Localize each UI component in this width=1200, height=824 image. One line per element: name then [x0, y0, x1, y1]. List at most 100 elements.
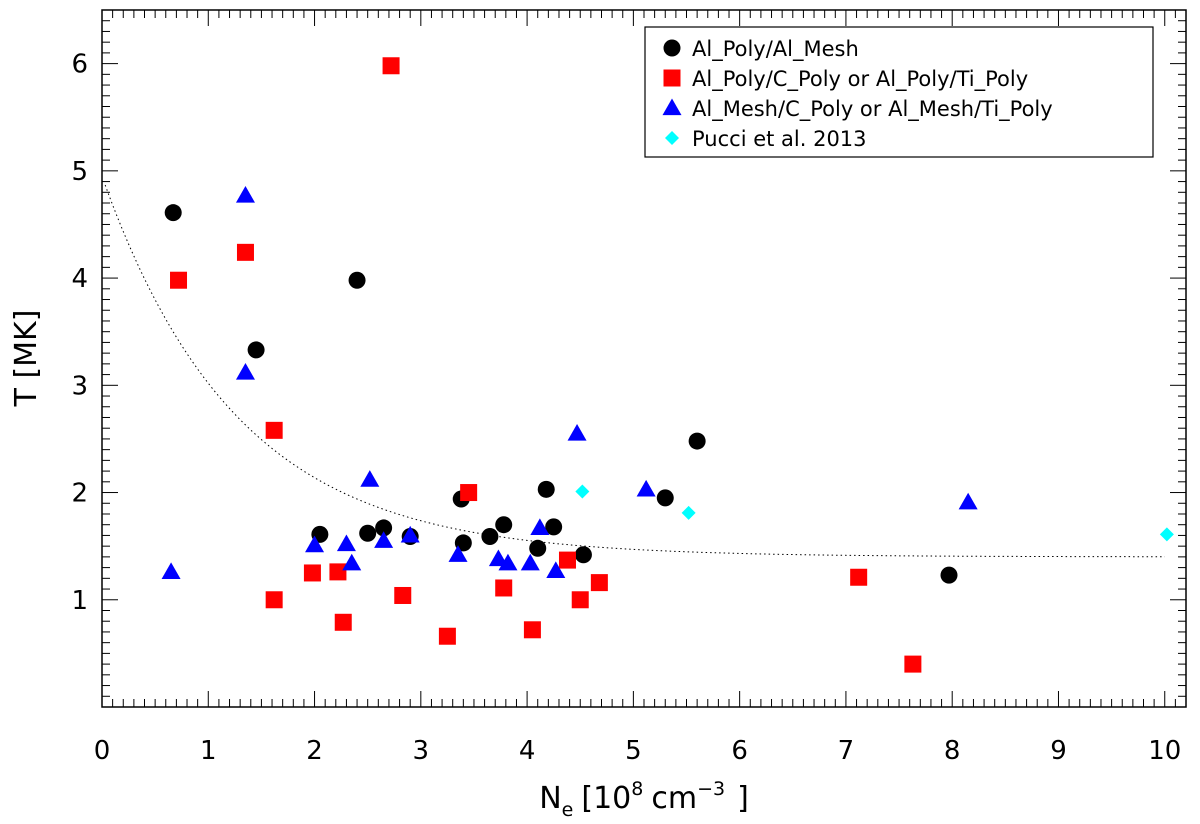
- circle-point: [247, 341, 265, 359]
- circle-point: [574, 546, 592, 564]
- x-axis-title-unit-exponent: −3: [697, 778, 725, 800]
- circle-point: [537, 480, 555, 498]
- square-point: [438, 627, 456, 645]
- triangle-point: [567, 424, 587, 441]
- x-tick-label: 10: [1148, 736, 1181, 766]
- circle-point: [656, 489, 674, 507]
- triangle-point: [400, 525, 420, 543]
- square-point: [394, 586, 412, 604]
- triangle-point: [374, 531, 394, 548]
- triangle-point: [530, 518, 550, 536]
- x-axis-title-mantissa: 10: [593, 781, 631, 816]
- y-axis-title: T [MK]: [9, 310, 44, 408]
- circle-point: [359, 524, 377, 542]
- y-tick-label: 4: [71, 264, 88, 294]
- x-axis-title-unit: cm: [651, 781, 697, 816]
- square-point: [334, 613, 352, 631]
- triangle-point: [448, 545, 468, 562]
- fit-curve: [104, 184, 1165, 558]
- series-triangle: [161, 186, 978, 580]
- circle-point: [164, 204, 182, 222]
- legend-circle-marker: [663, 39, 681, 57]
- x-axis-title-bracket-open: [: [581, 781, 593, 816]
- axis-ticks: [101, 9, 1187, 708]
- circle-point: [495, 516, 513, 534]
- legend-diamond-marker: [665, 131, 679, 145]
- square-point: [495, 579, 513, 597]
- square-point: [303, 564, 321, 582]
- legend-square-marker: [663, 69, 681, 87]
- circle-point: [481, 528, 499, 546]
- legend-triangle-marker: [662, 98, 682, 116]
- y-tick-label: 3: [71, 371, 88, 401]
- x-tick-label: 7: [838, 736, 855, 766]
- triangle-point: [958, 492, 978, 510]
- square-point: [904, 655, 922, 673]
- data-markers: [161, 57, 1174, 673]
- legend-label: Pucci et al. 2013: [692, 127, 867, 151]
- square-point: [329, 563, 347, 581]
- triangle-point: [305, 535, 325, 553]
- triangle-point: [235, 362, 255, 380]
- square-point: [850, 568, 868, 586]
- square-point: [571, 591, 589, 609]
- legend-frame: [644, 26, 1154, 158]
- legend-label: Al_Poly/C_Poly or Al_Poly/Ti_Poly: [692, 67, 1028, 92]
- y-tick-label: 1: [71, 586, 88, 616]
- square-point: [460, 484, 478, 502]
- triangle-point: [636, 479, 656, 497]
- square-point: [236, 243, 254, 261]
- legend-label: Al_Poly/Al_Mesh: [692, 37, 859, 62]
- triangle-point: [235, 186, 255, 203]
- circle-point: [375, 519, 393, 537]
- circle-point: [529, 539, 547, 557]
- x-tick-label: 0: [94, 736, 111, 766]
- legend: Al_Poly/Al_Mesh Al_Poly/C_Poly or Al_Poly…: [644, 26, 1154, 158]
- x-tick-label: 8: [944, 736, 961, 766]
- series-square: [170, 57, 922, 673]
- legend-item: Pucci et al. 2013: [665, 127, 867, 151]
- legend-label: Al_Mesh/C_Poly or Al_Mesh/Ti_Poly: [692, 97, 1053, 122]
- x-tick-label: 9: [1050, 736, 1067, 766]
- square-point: [265, 591, 283, 609]
- x-tick-label: 6: [731, 736, 748, 766]
- y-tick-label: 6: [71, 50, 88, 80]
- diamond-point: [681, 505, 696, 520]
- legend-item: Al_Poly/C_Poly or Al_Poly/Ti_Poly: [663, 67, 1028, 92]
- x-axis-title-bracket-close: ]: [737, 781, 749, 816]
- series-diamond: [575, 484, 1174, 542]
- legend-item: Al_Mesh/C_Poly or Al_Mesh/Ti_Poly: [662, 97, 1053, 122]
- square-point: [523, 621, 541, 639]
- square-point: [265, 421, 283, 439]
- circle-point: [348, 271, 366, 289]
- triangle-point: [360, 470, 380, 487]
- series-circle: [164, 204, 958, 584]
- triangle-point: [336, 534, 356, 552]
- triangle-point: [498, 553, 518, 571]
- triangle-point: [342, 553, 362, 571]
- diamond-point: [1159, 527, 1174, 542]
- x-axis-title-exponent: 8: [631, 778, 643, 800]
- y-tick-labels: 1 2 3 4 5 6: [71, 50, 88, 616]
- square-point: [558, 551, 576, 569]
- square-point: [382, 57, 400, 75]
- x-tick-label: 4: [519, 736, 536, 766]
- circle-point: [545, 518, 563, 536]
- x-axis-title: Ne [108 cm−3]: [539, 778, 749, 821]
- circle-point: [688, 432, 706, 450]
- triangle-point: [161, 562, 181, 580]
- circle-point: [940, 566, 958, 584]
- x-axis-title-subscript: e: [562, 799, 574, 821]
- x-axis-title-main: N: [539, 781, 561, 816]
- triangle-point: [488, 549, 508, 567]
- square-point: [170, 271, 188, 289]
- triangle-point: [546, 561, 566, 578]
- diamond-point: [575, 484, 590, 499]
- y-tick-label: 5: [71, 157, 88, 187]
- legend-items: Al_Poly/Al_Mesh Al_Poly/C_Poly or Al_Poly…: [662, 37, 1053, 151]
- x-tick-label: 1: [200, 736, 217, 766]
- x-tick-label: 5: [625, 736, 642, 766]
- triangle-point: [520, 553, 540, 571]
- y-tick-label: 2: [71, 479, 88, 509]
